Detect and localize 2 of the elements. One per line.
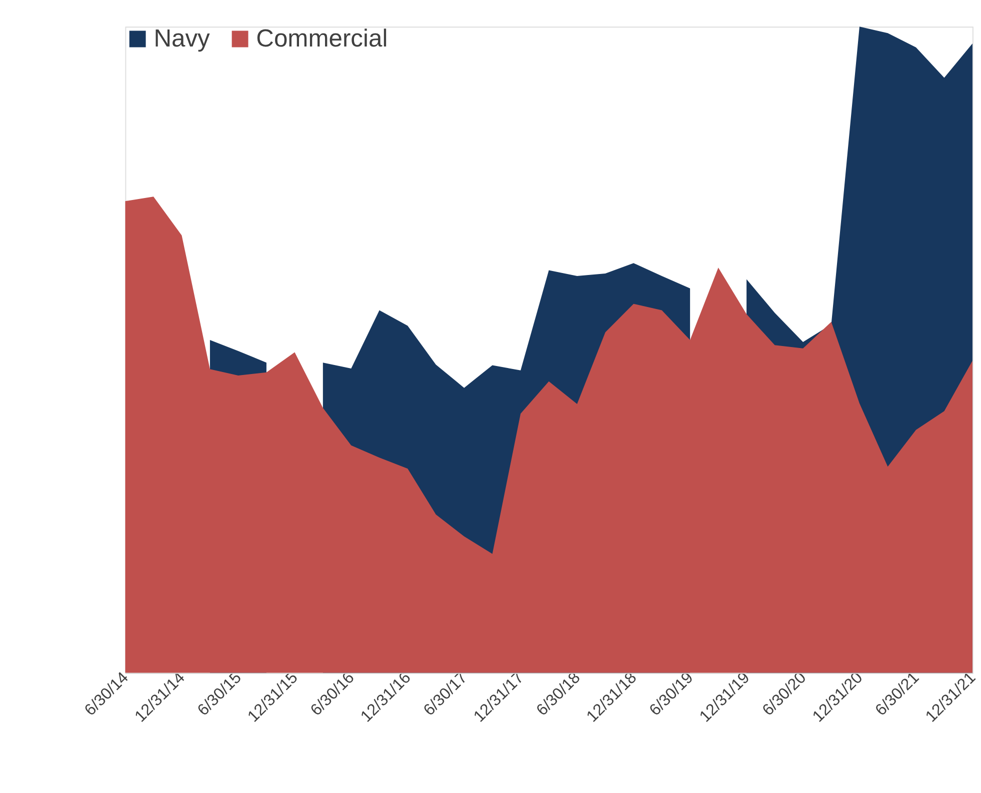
legend-label: Commercial bbox=[256, 26, 388, 53]
legend-label: Navy bbox=[154, 26, 211, 53]
